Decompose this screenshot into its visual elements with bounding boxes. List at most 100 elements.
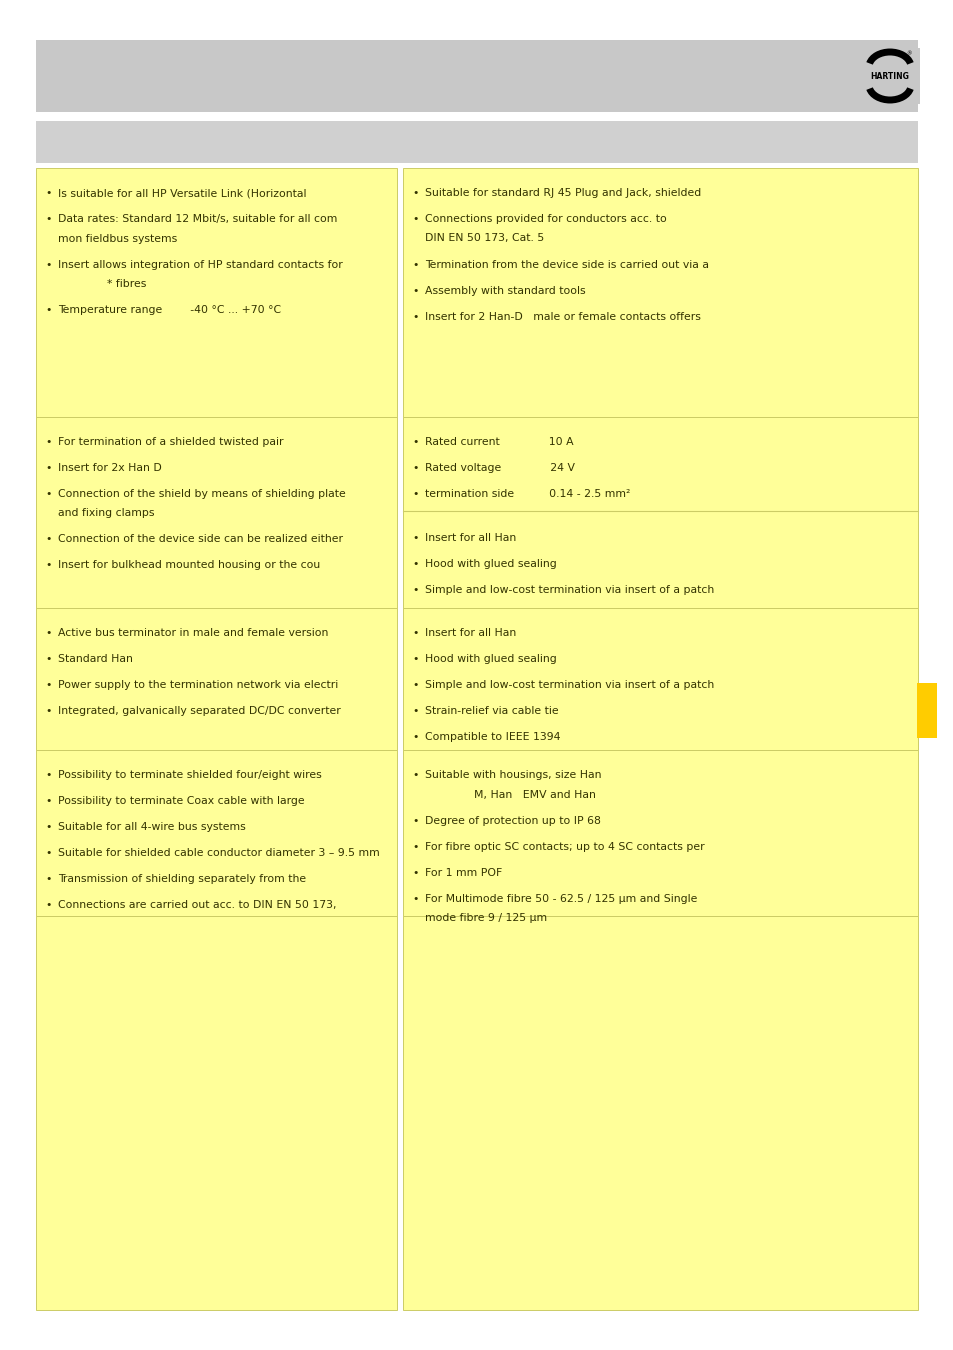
Text: •: •	[412, 463, 418, 472]
Text: •: •	[412, 533, 418, 543]
Text: •: •	[412, 585, 418, 595]
Text: •: •	[45, 560, 51, 571]
FancyBboxPatch shape	[403, 751, 917, 917]
Text: •: •	[412, 732, 418, 741]
Text: Connection of the shield by means of shielding plate: Connection of the shield by means of shi…	[58, 489, 345, 500]
Text: •: •	[412, 628, 418, 637]
Text: Simple and low-cost termination via insert of a patch: Simple and low-cost termination via inse…	[425, 585, 714, 595]
Text: Simple and low-cost termination via insert of a patch: Simple and low-cost termination via inse…	[425, 679, 714, 690]
Text: •: •	[412, 679, 418, 690]
Text: Hood with glued sealing: Hood with glued sealing	[425, 653, 557, 664]
Text: •: •	[45, 679, 51, 690]
FancyBboxPatch shape	[403, 917, 917, 1310]
Text: For termination of a shielded twisted pair: For termination of a shielded twisted pa…	[58, 437, 283, 447]
Text: Possibility to terminate shielded four/eight wires: Possibility to terminate shielded four/e…	[58, 771, 321, 780]
Text: Insert for 2 Han-D   male or female contacts offers: Insert for 2 Han-D male or female contac…	[425, 312, 700, 321]
Text: Insert for all Han: Insert for all Han	[425, 628, 516, 637]
Text: termination side          0.14 - 2.5 mm²: termination side 0.14 - 2.5 mm²	[425, 489, 630, 500]
Text: Insert for 2x Han D: Insert for 2x Han D	[58, 463, 162, 472]
Text: •: •	[45, 305, 51, 315]
Text: Rated current              10 A: Rated current 10 A	[425, 437, 574, 447]
FancyBboxPatch shape	[36, 917, 396, 1310]
Text: Temperature range        -40 °C ... +70 °C: Temperature range -40 °C ... +70 °C	[58, 305, 281, 315]
Text: Insert for all Han: Insert for all Han	[425, 533, 516, 543]
Text: •: •	[45, 822, 51, 833]
Text: •: •	[45, 463, 51, 472]
Text: M, Han   EMV and Han: M, Han EMV and Han	[425, 790, 596, 801]
FancyBboxPatch shape	[36, 122, 917, 163]
Text: Transmission of shielding separately from the: Transmission of shielding separately fro…	[58, 875, 306, 884]
Text: Suitable for standard RJ 45 Plug and Jack, shielded: Suitable for standard RJ 45 Plug and Jac…	[425, 188, 700, 198]
Text: •: •	[412, 215, 418, 224]
Text: •: •	[45, 535, 51, 544]
Text: Connection of the device side can be realized either: Connection of the device side can be rea…	[58, 535, 343, 544]
Text: •: •	[45, 653, 51, 664]
Text: •: •	[45, 437, 51, 447]
Text: Hood with glued sealing: Hood with glued sealing	[425, 559, 557, 568]
Text: •: •	[412, 259, 418, 270]
Text: Degree of protection up to IP 68: Degree of protection up to IP 68	[425, 815, 600, 826]
Text: Is suitable for all HP Versatile Link (Horizontal: Is suitable for all HP Versatile Link (H…	[58, 188, 306, 198]
Text: For Multimode fibre 50 - 62.5 / 125 μm and Single: For Multimode fibre 50 - 62.5 / 125 μm a…	[425, 894, 697, 904]
FancyBboxPatch shape	[859, 49, 919, 104]
Text: Insert for bulkhead mounted housing or the cou: Insert for bulkhead mounted housing or t…	[58, 560, 320, 571]
Text: •: •	[412, 706, 418, 716]
Text: Suitable for shielded cable conductor diameter 3 – 9.5 mm: Suitable for shielded cable conductor di…	[58, 848, 379, 859]
Text: * fibres: * fibres	[58, 279, 146, 289]
Text: •: •	[412, 285, 418, 296]
Text: Insert allows integration of HP standard contacts for: Insert allows integration of HP standard…	[58, 259, 342, 270]
Text: For 1 mm POF: For 1 mm POF	[425, 868, 502, 878]
Text: HARTING: HARTING	[870, 72, 908, 81]
Text: Power supply to the termination network via electri: Power supply to the termination network …	[58, 679, 338, 690]
Text: DIN EN 50 173, Cat. 5: DIN EN 50 173, Cat. 5	[425, 234, 544, 243]
Text: Active bus terminator in male and female version: Active bus terminator in male and female…	[58, 628, 328, 637]
Text: Connections are carried out acc. to DIN EN 50 173,: Connections are carried out acc. to DIN …	[58, 900, 336, 910]
Text: ®: ®	[905, 51, 911, 57]
Text: •: •	[412, 653, 418, 664]
Text: •: •	[412, 559, 418, 568]
FancyBboxPatch shape	[403, 608, 917, 751]
Text: •: •	[412, 312, 418, 321]
Text: •: •	[412, 894, 418, 904]
Text: Possibility to terminate Coax cable with large: Possibility to terminate Coax cable with…	[58, 796, 304, 806]
FancyBboxPatch shape	[916, 683, 936, 738]
FancyBboxPatch shape	[36, 751, 396, 917]
Text: •: •	[45, 259, 51, 270]
Text: •: •	[45, 771, 51, 780]
Text: •: •	[45, 796, 51, 806]
Text: •: •	[412, 868, 418, 878]
FancyBboxPatch shape	[36, 417, 396, 608]
Text: For fibre optic SC contacts; up to 4 SC contacts per: For fibre optic SC contacts; up to 4 SC …	[425, 842, 704, 852]
Text: Data rates: Standard 12 Mbit/s, suitable for all com: Data rates: Standard 12 Mbit/s, suitable…	[58, 215, 337, 224]
Text: •: •	[412, 771, 418, 780]
Text: •: •	[412, 188, 418, 198]
FancyBboxPatch shape	[36, 608, 396, 751]
Text: •: •	[45, 706, 51, 716]
Text: Strain-relief via cable tie: Strain-relief via cable tie	[425, 706, 558, 716]
Text: •: •	[45, 489, 51, 500]
FancyBboxPatch shape	[403, 417, 917, 608]
Text: Integrated, galvanically separated DC/DC converter: Integrated, galvanically separated DC/DC…	[58, 706, 340, 716]
Text: •: •	[45, 875, 51, 884]
Text: Compatible to IEEE 1394: Compatible to IEEE 1394	[425, 732, 560, 741]
Text: Rated voltage              24 V: Rated voltage 24 V	[425, 463, 575, 472]
FancyBboxPatch shape	[403, 167, 917, 417]
Text: •: •	[45, 188, 51, 198]
Text: Termination from the device side is carried out via a: Termination from the device side is carr…	[425, 259, 708, 270]
Text: Suitable with housings, size Han: Suitable with housings, size Han	[425, 771, 601, 780]
Text: •: •	[412, 489, 418, 500]
Text: •: •	[45, 215, 51, 224]
FancyBboxPatch shape	[36, 167, 396, 417]
Text: •: •	[45, 628, 51, 637]
Text: Assembly with standard tools: Assembly with standard tools	[425, 285, 585, 296]
Text: •: •	[45, 900, 51, 910]
Text: •: •	[45, 848, 51, 859]
Text: Standard Han: Standard Han	[58, 653, 132, 664]
Text: and fixing clamps: and fixing clamps	[58, 509, 154, 518]
Text: Suitable for all 4-wire bus systems: Suitable for all 4-wire bus systems	[58, 822, 246, 833]
Text: Connections provided for conductors acc. to: Connections provided for conductors acc.…	[425, 215, 666, 224]
Text: mode fibre 9 / 125 μm: mode fibre 9 / 125 μm	[425, 914, 547, 923]
FancyBboxPatch shape	[36, 40, 917, 112]
Text: •: •	[412, 437, 418, 447]
Text: mon fieldbus systems: mon fieldbus systems	[58, 234, 177, 243]
